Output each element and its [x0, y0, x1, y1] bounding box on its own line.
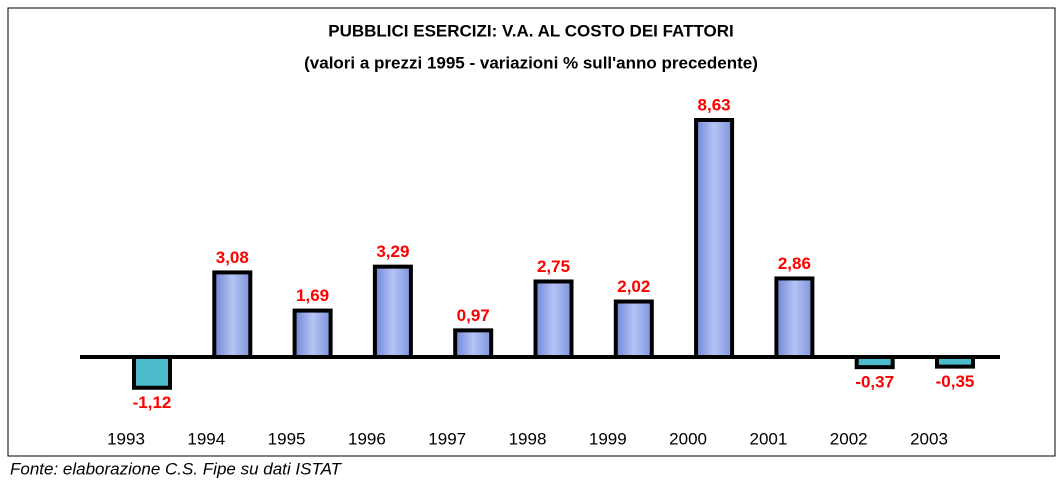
x-tick-label: 2001 [749, 429, 787, 448]
value-label: 3,29 [376, 242, 409, 261]
bar [372, 264, 413, 359]
value-label: -0,37 [855, 373, 894, 392]
chart-subtitle: (valori a prezzi 1995 - variazioni % sul… [304, 53, 758, 72]
bar [453, 328, 494, 360]
bar [854, 355, 895, 370]
chart-title: PUBBLICI ESERCIZI: V.A. AL COSTO DEI FAT… [328, 21, 734, 40]
bar [292, 308, 333, 360]
bar [774, 276, 815, 359]
bar [935, 355, 975, 369]
bar [533, 279, 574, 360]
x-tick-label: 2003 [910, 429, 948, 448]
x-tick-label: 1997 [428, 429, 466, 448]
x-tick-label: 1999 [589, 429, 627, 448]
value-label: -1,12 [133, 393, 172, 412]
bar [613, 299, 654, 359]
value-label: -0,35 [936, 372, 975, 391]
value-label: 2,02 [617, 277, 650, 296]
value-label: 1,69 [296, 286, 329, 305]
x-tick-label: 1998 [509, 429, 547, 448]
x-tick-label: 2000 [669, 429, 707, 448]
x-tick-label: 1996 [348, 429, 386, 448]
value-label: 3,08 [216, 248, 249, 267]
value-label: 2,75 [537, 257, 570, 276]
bar [212, 270, 253, 359]
value-label: 8,63 [698, 95, 731, 114]
value-label: 0,97 [457, 306, 490, 325]
bar [132, 355, 172, 390]
x-tick-label: 1994 [187, 429, 225, 448]
source-note: Fonte: elaborazione C.S. Fipe su dati IS… [10, 459, 343, 478]
chart-border [7, 7, 1056, 457]
x-tick-label: 1995 [268, 429, 306, 448]
value-label: 2,86 [778, 254, 811, 273]
x-tick-label: 1993 [107, 429, 145, 448]
x-tick-label: 2002 [830, 429, 868, 448]
bar [694, 118, 735, 359]
